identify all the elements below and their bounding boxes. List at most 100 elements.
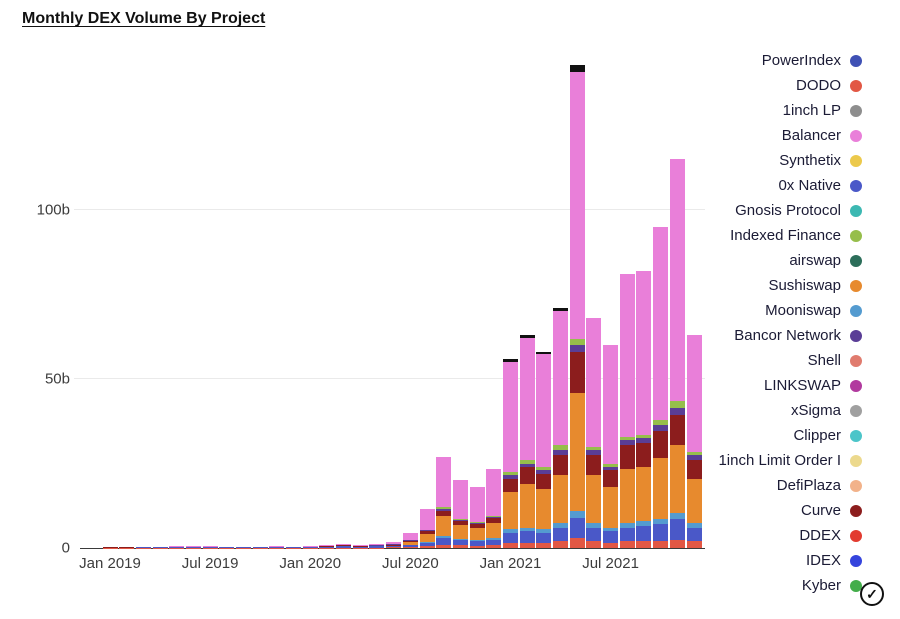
bar[interactable] [386, 541, 402, 548]
legend-item[interactable]: Kyber [802, 573, 862, 596]
legend-item[interactable]: 0x Native [778, 173, 862, 198]
bar-segment [553, 311, 569, 445]
bar[interactable] [469, 487, 485, 548]
legend-item[interactable]: Gnosis Protocol [735, 198, 862, 223]
bar-segment [452, 519, 468, 522]
bar-segment [553, 522, 569, 528]
bar[interactable] [286, 546, 302, 548]
bar[interactable] [336, 543, 352, 548]
legend-item[interactable]: LINKSWAP [764, 373, 862, 398]
bar-segment [419, 531, 435, 534]
bar[interactable] [519, 335, 535, 548]
bar-segment [185, 547, 201, 548]
bar[interactable] [553, 308, 569, 548]
bar-segment [319, 546, 335, 547]
bar[interactable] [202, 546, 218, 548]
legend-item-label: 1inch Limit Order I [718, 452, 841, 469]
bar[interactable] [669, 159, 685, 548]
bar[interactable] [653, 226, 669, 548]
bar[interactable] [536, 352, 552, 548]
bar-segment [469, 487, 485, 523]
bar-segment [402, 532, 418, 540]
bar[interactable] [185, 546, 201, 548]
bar[interactable] [486, 468, 502, 548]
bar-segment [319, 544, 335, 546]
bar[interactable] [436, 456, 452, 548]
legend-item[interactable]: Clipper [793, 423, 862, 448]
bar-segment [369, 543, 385, 546]
x-tick-label: Jan 2019 [79, 555, 141, 572]
bar-segment [469, 545, 485, 548]
legend-item-label: Kyber [801, 577, 841, 594]
bar-segment [569, 510, 585, 518]
bar-segment [603, 542, 619, 548]
legend-item[interactable]: Mooniswap [765, 298, 862, 323]
bar[interactable] [603, 345, 619, 548]
legend-item[interactable]: 1inch Limit Order I [718, 448, 862, 473]
legend-item[interactable]: PowerIndex [762, 48, 862, 73]
bar-segment [402, 540, 418, 542]
bar[interactable] [352, 544, 368, 548]
bar-segment [369, 546, 385, 548]
legend-item-label: airswap [789, 252, 841, 269]
legend-color-dot [850, 329, 862, 342]
bar-segment [586, 455, 602, 476]
legend-item[interactable]: airswap [789, 248, 862, 273]
bar-segment [519, 466, 535, 484]
legend-item[interactable]: 1inch LP [783, 98, 862, 123]
bar[interactable] [636, 270, 652, 548]
confirm-check-icon[interactable]: ✓ [860, 582, 884, 606]
legend-item[interactable]: DODO [796, 73, 862, 98]
bar-segment [302, 547, 318, 548]
bar-segment [536, 488, 552, 530]
legend-color-dot [850, 379, 862, 392]
bar-segment [486, 518, 502, 523]
bar[interactable] [135, 546, 151, 548]
legend-item[interactable]: DefiPlaza [777, 473, 862, 498]
bar-segment [603, 466, 619, 471]
bar-segment [386, 547, 402, 548]
bar-segment [336, 547, 352, 548]
bar[interactable] [219, 546, 235, 548]
bar[interactable] [169, 546, 185, 548]
bar[interactable] [269, 546, 285, 548]
legend-item[interactable]: xSigma [791, 398, 862, 423]
bar[interactable] [402, 532, 418, 548]
bar-segment [636, 438, 652, 444]
legend-item[interactable]: Indexed Finance [730, 223, 862, 248]
bar[interactable] [502, 358, 518, 548]
bar[interactable] [369, 543, 385, 548]
legend-item[interactable]: Bancor Network [734, 323, 862, 348]
bar-segment [402, 545, 418, 547]
bar[interactable] [686, 335, 702, 548]
bar-segment [536, 473, 552, 489]
bar-segment [486, 539, 502, 546]
bar-segment [502, 358, 518, 363]
bar[interactable] [152, 546, 168, 548]
bar[interactable] [119, 547, 135, 548]
bar[interactable] [569, 64, 585, 548]
legend-item[interactable]: Balancer [782, 123, 862, 148]
bar[interactable] [102, 547, 118, 548]
legend-color-dot [850, 179, 862, 192]
legend-item[interactable]: Curve [801, 498, 862, 523]
bar[interactable] [302, 546, 318, 548]
legend-item[interactable]: IDEX [806, 548, 862, 573]
bar-segment [502, 492, 518, 530]
legend-item[interactable]: Shell [808, 348, 862, 373]
bar-segment [553, 475, 569, 523]
bar[interactable] [252, 546, 268, 548]
bar[interactable] [419, 509, 435, 548]
legend-item[interactable]: Synthetix [779, 148, 862, 173]
x-tick-label: Jan 2021 [479, 555, 542, 572]
bar[interactable] [586, 318, 602, 548]
bar[interactable] [619, 274, 635, 548]
bar[interactable] [452, 480, 468, 548]
legend-item[interactable]: Sushiswap [768, 273, 862, 298]
bar-segment [352, 546, 368, 548]
bar[interactable] [319, 544, 335, 548]
legend-item[interactable]: DDEX [799, 523, 862, 548]
y-axis: 0 50b 100b [0, 41, 70, 556]
bar[interactable] [235, 546, 251, 548]
bar-segment [169, 547, 185, 548]
